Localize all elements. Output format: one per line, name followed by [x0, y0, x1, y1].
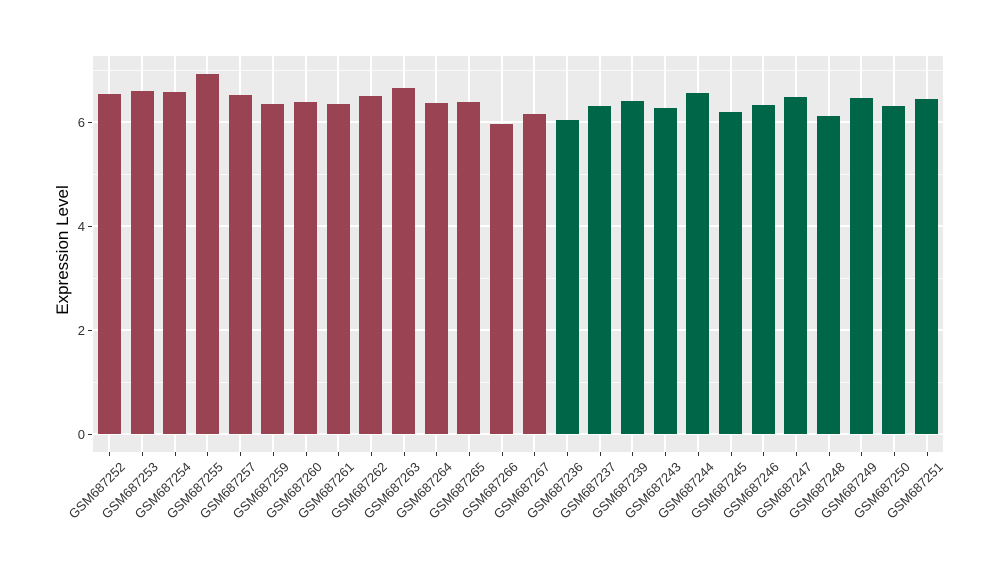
bar	[817, 116, 841, 434]
bar	[915, 98, 939, 434]
y-tick-label: 6	[77, 115, 85, 130]
x-tick-mark	[142, 452, 144, 456]
bar	[228, 94, 252, 434]
x-tick-mark	[501, 452, 503, 456]
bar	[163, 92, 187, 434]
x-tick-mark	[240, 452, 242, 456]
bar	[490, 123, 514, 434]
y-tick-mark	[88, 434, 92, 435]
x-tick-mark	[861, 452, 863, 456]
x-tick-mark	[697, 452, 699, 456]
gridline-minor	[93, 174, 943, 175]
gridline-major	[93, 225, 943, 227]
bar	[784, 96, 808, 434]
bar	[130, 90, 154, 434]
y-tick-mark	[88, 226, 92, 227]
bar	[686, 93, 710, 434]
bar	[457, 102, 481, 434]
x-tick-mark	[599, 452, 601, 456]
bar	[195, 74, 219, 434]
bar	[261, 104, 285, 434]
bar	[620, 101, 644, 434]
bar	[392, 87, 416, 434]
x-tick-mark	[828, 452, 830, 456]
x-tick-mark	[926, 452, 928, 456]
bar	[359, 96, 383, 434]
gridline-major	[93, 433, 943, 435]
gridline-minor	[93, 70, 943, 71]
x-tick-mark	[109, 452, 111, 456]
plot-panel	[93, 56, 943, 452]
y-tick-label: 4	[77, 219, 85, 234]
bar	[424, 103, 448, 434]
x-tick-mark	[403, 452, 405, 456]
x-tick-mark	[370, 452, 372, 456]
y-tick-label: 0	[77, 427, 85, 442]
x-tick-mark	[534, 452, 536, 456]
bar	[522, 114, 546, 434]
y-tick-mark	[88, 122, 92, 123]
gridline-minor	[93, 278, 943, 279]
x-tick-mark	[207, 452, 209, 456]
x-tick-mark	[272, 452, 274, 456]
gridline-major	[93, 329, 943, 331]
x-tick-mark	[632, 452, 634, 456]
y-tick-mark	[88, 330, 92, 331]
x-tick-mark	[436, 452, 438, 456]
bar	[751, 104, 775, 434]
bar	[555, 119, 579, 434]
bar	[97, 93, 121, 434]
x-tick-mark	[730, 452, 732, 456]
x-tick-mark	[174, 452, 176, 456]
bar	[849, 97, 873, 434]
x-tick-mark	[567, 452, 569, 456]
x-tick-mark	[338, 452, 340, 456]
gridline-minor	[93, 382, 943, 383]
x-tick-mark	[305, 452, 307, 456]
bar	[326, 104, 350, 434]
x-tick-mark	[665, 452, 667, 456]
y-tick-label: 2	[77, 323, 85, 338]
x-tick-mark	[893, 452, 895, 456]
x-tick-mark	[763, 452, 765, 456]
x-tick-mark	[795, 452, 797, 456]
bar	[294, 102, 317, 434]
bar	[588, 106, 612, 434]
gridline-major	[93, 121, 943, 123]
bar	[653, 108, 677, 434]
bar	[719, 111, 742, 434]
bar	[882, 106, 906, 434]
x-tick-mark	[468, 452, 470, 456]
y-axis-title: Expression Level	[53, 185, 72, 315]
